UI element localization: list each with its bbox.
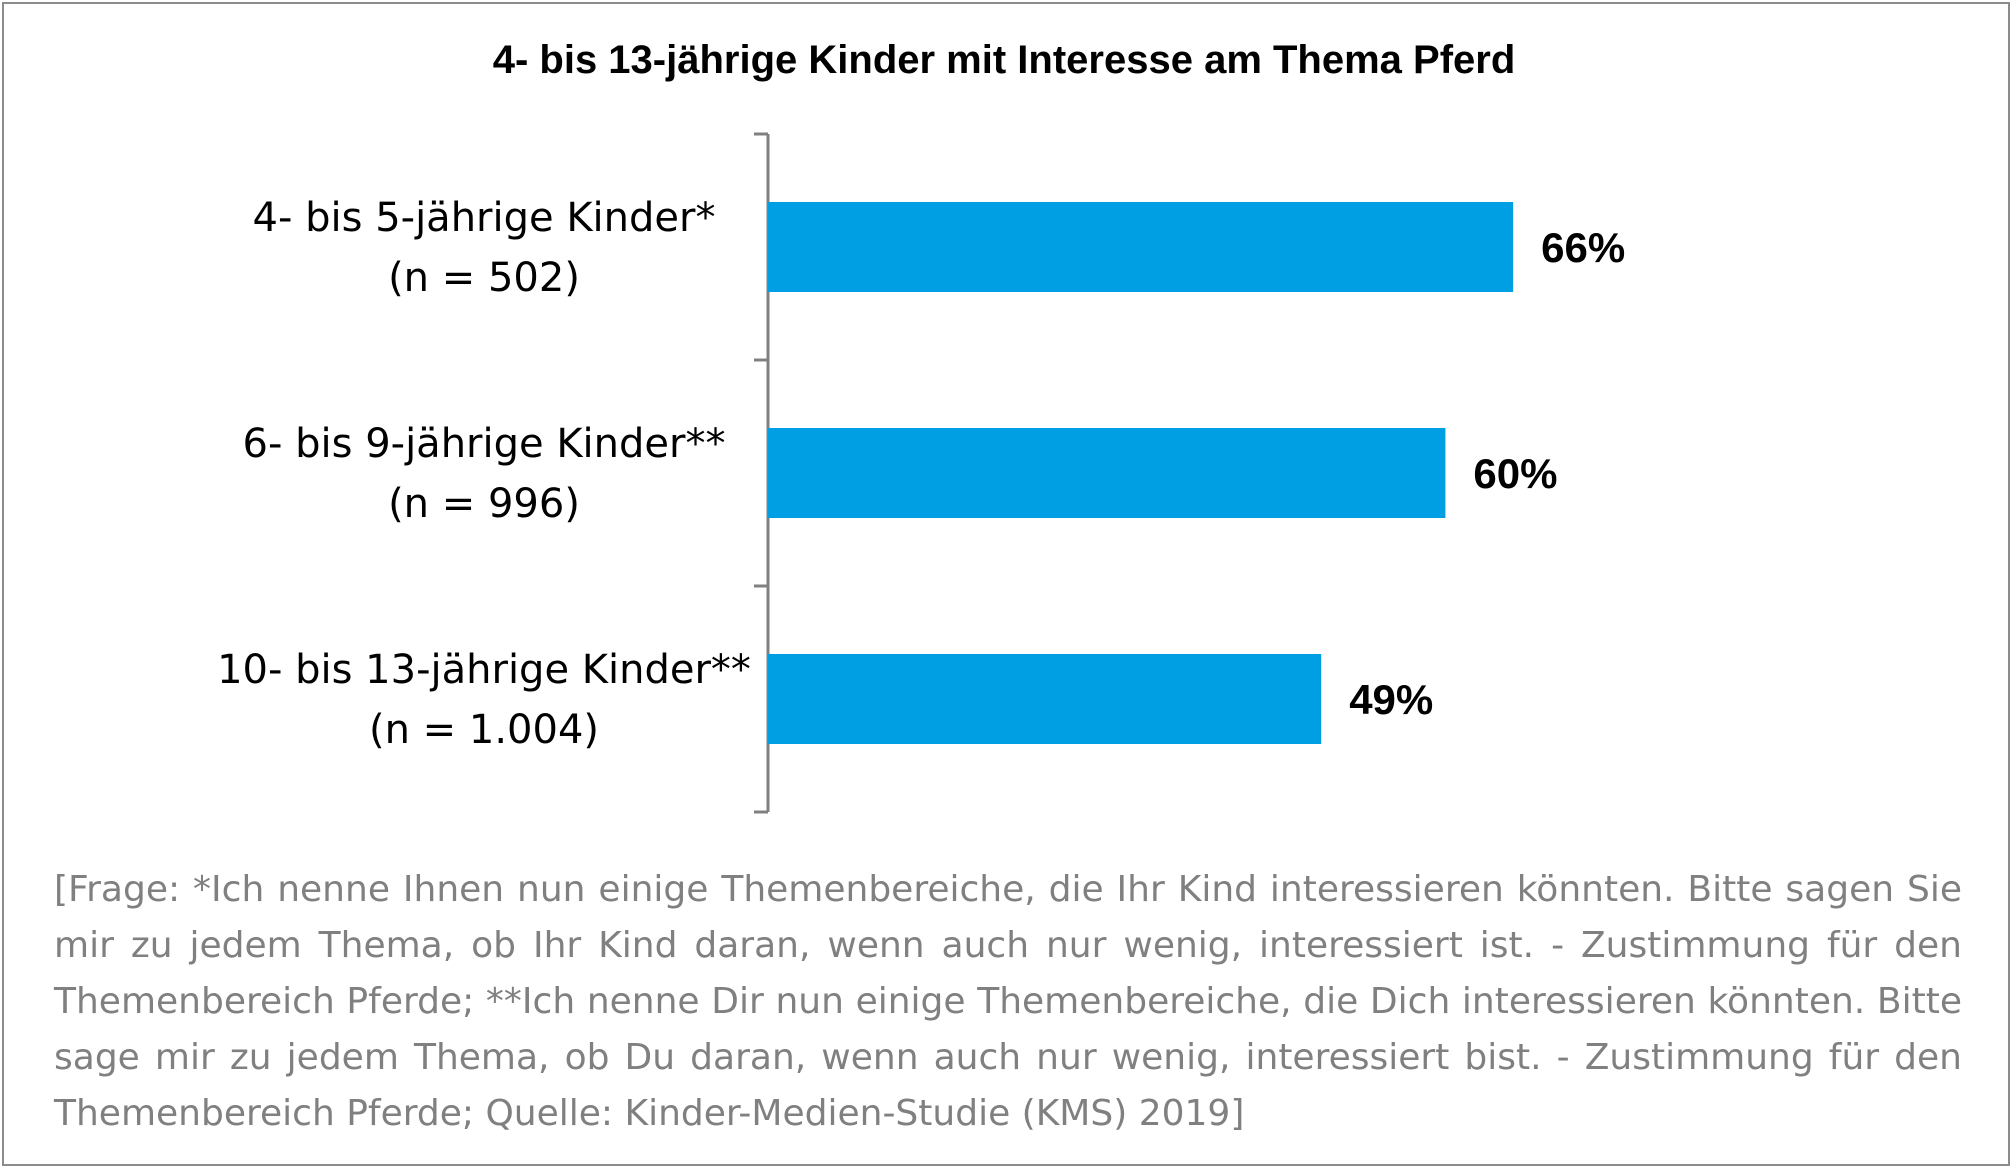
data-label: 66% [1541,224,1625,271]
category-label: (n = 996) [388,481,580,527]
category-label: (n = 1.004) [369,707,599,753]
category-label: 10- bis 13-jährige Kinder** [217,647,751,693]
category-label: 6- bis 9-jährige Kinder** [243,421,726,467]
bar [768,654,1321,744]
chart-footnote: [Frage: *Ich nenne Ihnen nun einige Them… [54,862,1962,1142]
data-label: 49% [1349,676,1433,723]
category-label: (n = 502) [388,255,580,301]
data-label: 60% [1473,450,1557,497]
bar [768,202,1513,292]
bar [768,428,1445,518]
category-label: 4- bis 5-jährige Kinder* [253,195,716,241]
